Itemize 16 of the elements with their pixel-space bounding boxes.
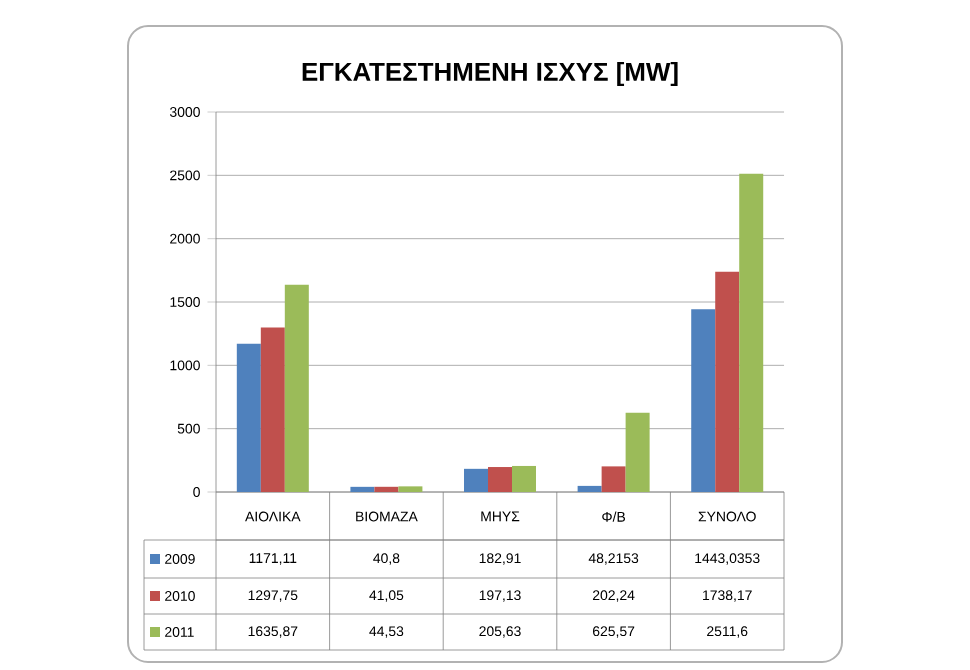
bar: [739, 173, 764, 492]
bar: [464, 468, 489, 492]
bar: [577, 485, 602, 492]
bar: [691, 309, 716, 492]
bar: [488, 467, 513, 492]
bar: [236, 343, 261, 492]
bar: [715, 271, 740, 492]
chart-title: ΕΓΚΑΤΕΣΤΗΜΕΝΗ ΙΣΧΥΣ [MW]: [302, 61, 678, 87]
bar: [625, 412, 650, 492]
bar: [601, 466, 626, 492]
bar: [350, 486, 375, 492]
bar: [260, 327, 285, 492]
bar: [512, 465, 537, 492]
bar: [398, 486, 423, 492]
bar: [374, 486, 399, 492]
bar: [284, 284, 309, 492]
